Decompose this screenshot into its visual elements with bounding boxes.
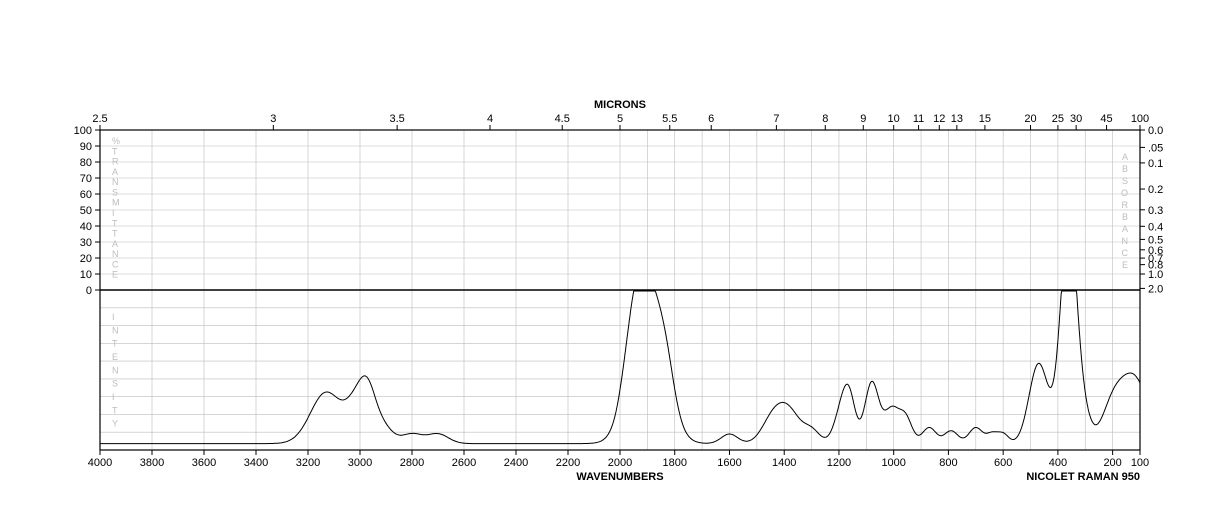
absorbance-tick-label: 0.3 bbox=[1148, 205, 1163, 217]
wavenumber-tick-label: 2600 bbox=[452, 457, 476, 469]
transmittance-tick-label: 40 bbox=[80, 221, 92, 233]
transmittance-tick-label: 60 bbox=[80, 189, 92, 201]
transmittance-tick-label: 90 bbox=[80, 141, 92, 153]
transmittance-tick-label: 100 bbox=[74, 125, 92, 137]
transmittance-letter: N bbox=[112, 249, 119, 259]
micron-tick-label: 5.5 bbox=[662, 113, 677, 125]
transmittance-letter: T bbox=[112, 146, 118, 156]
micron-tick-label: 11 bbox=[913, 113, 924, 125]
absorbance-tick-label: 1.0 bbox=[1148, 269, 1163, 281]
wavenumber-tick-label: 200 bbox=[1103, 457, 1121, 469]
wavenumber-tick-label: 4000 bbox=[88, 457, 112, 469]
micron-tick-label: 3 bbox=[270, 113, 276, 125]
absorbance-letter: N bbox=[1122, 236, 1129, 246]
wavenumber-tick-label: 3600 bbox=[192, 457, 216, 469]
wavenumber-tick-label: 3000 bbox=[348, 457, 372, 469]
absorbance-tick-label: 0.0 bbox=[1148, 125, 1163, 137]
spectrum-page: 2.533.544.555.56789101112131520253045100… bbox=[0, 0, 1224, 528]
absorbance-letter: B bbox=[1122, 164, 1128, 174]
micron-tick-label: 9 bbox=[860, 113, 866, 125]
micron-tick-label: 4.5 bbox=[555, 113, 570, 125]
intensity-letter: N bbox=[112, 325, 119, 335]
absorbance-letter: E bbox=[1122, 260, 1128, 270]
micron-tick-label: 6 bbox=[708, 113, 714, 125]
wavenumber-tick-label: 1000 bbox=[881, 457, 905, 469]
intensity-letter: E bbox=[112, 352, 118, 362]
absorbance-letter: A bbox=[1122, 224, 1128, 234]
intensity-letter: T bbox=[112, 339, 118, 349]
transmittance-letter: M bbox=[112, 198, 120, 208]
wavenumber-tick-label: 600 bbox=[994, 457, 1012, 469]
absorbance-letter: C bbox=[1122, 248, 1129, 258]
transmittance-letter: N bbox=[112, 177, 119, 187]
transmittance-tick-label: 30 bbox=[80, 237, 92, 249]
wavenumber-tick-label: 1200 bbox=[827, 457, 851, 469]
transmittance-letter: T bbox=[112, 229, 118, 239]
wavenumber-tick-label: 2200 bbox=[556, 457, 580, 469]
transmittance-tick-label: 80 bbox=[80, 157, 92, 169]
transmittance-letter: S bbox=[112, 187, 118, 197]
micron-tick-label: 7 bbox=[773, 113, 779, 125]
micron-tick-label: 15 bbox=[979, 113, 991, 125]
absorbance-tick-label: 2.0 bbox=[1148, 283, 1163, 295]
intensity-letter: I bbox=[112, 312, 115, 322]
intensity-letter: I bbox=[112, 392, 115, 402]
bottom-axis-title: WAVENUMBERS bbox=[576, 471, 663, 483]
absorbance-tick-label: 0.2 bbox=[1148, 184, 1163, 196]
absorbance-tick-label: .05 bbox=[1148, 142, 1163, 154]
micron-tick-label: 8 bbox=[822, 113, 828, 125]
transmittance-letter: A bbox=[112, 167, 118, 177]
transmittance-letter: I bbox=[112, 208, 115, 218]
wavenumber-tick-label: 2800 bbox=[400, 457, 424, 469]
wavenumber-tick-label: 400 bbox=[1049, 457, 1067, 469]
intensity-letter: N bbox=[112, 365, 119, 375]
wavenumber-tick-label: 2000 bbox=[608, 457, 632, 469]
micron-tick-label: 10 bbox=[888, 113, 900, 125]
transmittance-letter: % bbox=[112, 136, 120, 146]
wavenumber-tick-label: 1400 bbox=[772, 457, 796, 469]
transmittance-tick-label: 70 bbox=[80, 173, 92, 185]
absorbance-letter: S bbox=[1122, 176, 1128, 186]
transmittance-letter: A bbox=[112, 239, 118, 249]
absorbance-letter: A bbox=[1122, 152, 1128, 162]
intensity-letter: Y bbox=[112, 419, 118, 429]
wavenumber-tick-label: 3800 bbox=[140, 457, 164, 469]
micron-tick-label: 45 bbox=[1100, 113, 1112, 125]
transmittance-letter: C bbox=[112, 259, 119, 269]
transmittance-tick-label: 50 bbox=[80, 205, 92, 217]
wavenumber-tick-label: 3200 bbox=[296, 457, 320, 469]
micron-tick-label: 12 bbox=[933, 113, 945, 125]
wavenumber-tick-label: 100 bbox=[1131, 457, 1149, 469]
absorbance-letter: R bbox=[1122, 200, 1129, 210]
intensity-letter: S bbox=[112, 379, 118, 389]
wavenumber-tick-label: 3400 bbox=[244, 457, 268, 469]
micron-tick-label: 2.5 bbox=[92, 113, 107, 125]
absorbance-tick-label: 0.1 bbox=[1148, 158, 1163, 170]
micron-tick-label: 20 bbox=[1024, 113, 1036, 125]
absorbance-letter: O bbox=[1121, 188, 1128, 198]
micron-tick-label: 5 bbox=[617, 113, 623, 125]
transmittance-letter: E bbox=[112, 270, 118, 280]
wavenumber-tick-label: 1800 bbox=[662, 457, 686, 469]
micron-tick-label: 100 bbox=[1131, 113, 1149, 125]
micron-tick-label: 4 bbox=[487, 113, 493, 125]
micron-tick-label: 13 bbox=[951, 113, 963, 125]
micron-tick-label: 3.5 bbox=[389, 113, 404, 125]
transmittance-tick-label: 10 bbox=[80, 269, 92, 281]
absorbance-tick-label: 0.4 bbox=[1148, 221, 1163, 233]
absorbance-letter: B bbox=[1122, 212, 1128, 222]
transmittance-letter: T bbox=[112, 218, 118, 228]
transmittance-tick-label: 0 bbox=[86, 285, 92, 297]
spectrum-svg: 2.533.544.555.56789101112131520253045100… bbox=[0, 0, 1224, 528]
transmittance-letter: R bbox=[112, 157, 119, 167]
wavenumber-tick-label: 1600 bbox=[717, 457, 741, 469]
transmittance-tick-label: 20 bbox=[80, 253, 92, 265]
micron-tick-label: 30 bbox=[1070, 113, 1082, 125]
instrument-label: NICOLET RAMAN 950 bbox=[1026, 471, 1140, 483]
micron-tick-label: 25 bbox=[1052, 113, 1064, 125]
wavenumber-tick-label: 800 bbox=[939, 457, 957, 469]
top-axis-title: MICRONS bbox=[594, 99, 646, 111]
intensity-letter: T bbox=[112, 405, 118, 415]
wavenumber-tick-label: 2400 bbox=[504, 457, 528, 469]
